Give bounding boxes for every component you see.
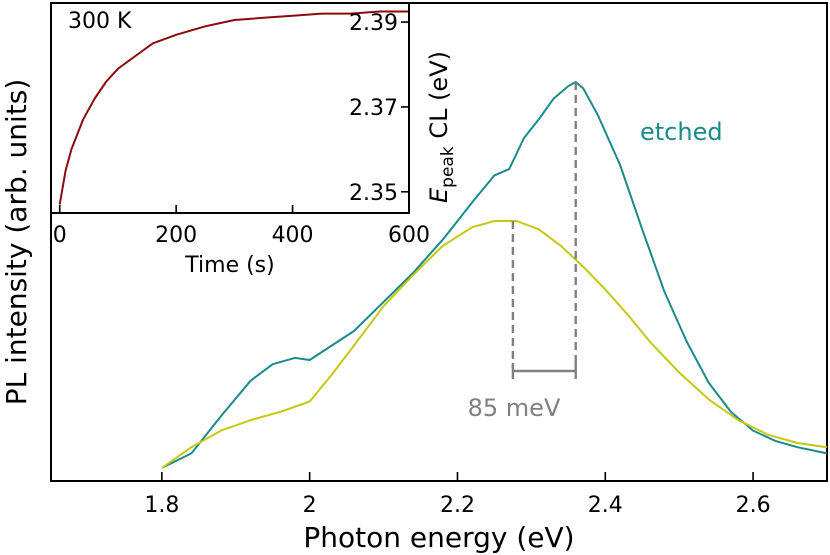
- inset-x-tick-label: 400: [272, 223, 314, 248]
- main-series-group: [161, 81, 828, 469]
- y-axis-title: PL intensity (arb. units): [0, 79, 33, 406]
- x-tick-label: 2: [303, 493, 317, 518]
- inset-series-group: [58, 10, 409, 205]
- inset-ticks: 0 200 400 600 2.35 2.37 2.39: [53, 11, 430, 248]
- main-plot-frame: [50, 2, 828, 482]
- inset-x-axis-title: Time (s): [184, 253, 274, 278]
- main-series-line-0: [161, 81, 828, 469]
- inset-y-axis-title-rest: CL (eV): [425, 51, 453, 146]
- inset-plot-frame: [50, 2, 410, 214]
- inset-x-tick-label: 600: [388, 223, 430, 248]
- inset-background: [51, 3, 409, 213]
- x-tick-label: 2.6: [736, 493, 771, 518]
- inset-x-tick-label: 0: [53, 223, 67, 248]
- x-tick-label: 1.8: [144, 493, 179, 518]
- main-x-ticks: 1.8 2 2.2 2.4 2.6: [144, 472, 771, 518]
- inset-y-tick-label: 2.37: [349, 96, 398, 121]
- series-label-etched: etched: [640, 118, 723, 146]
- inset-title: 300 K: [68, 9, 132, 34]
- inset-y-axis-title: Epeak CL (eV): [425, 51, 458, 203]
- x-tick-label: 2.4: [588, 493, 623, 518]
- x-tick-label: 2.2: [440, 493, 475, 518]
- main-series-line-1: [161, 220, 828, 469]
- inset-x-tick-label: 200: [155, 223, 197, 248]
- main-annotations: 85 meV etched: [468, 81, 723, 422]
- inset-y-tick-label: 2.35: [349, 181, 398, 206]
- inset-y-tick-label: 2.39: [349, 11, 398, 36]
- split-label: 85 meV: [468, 394, 561, 422]
- inset-y-axis-title-sub: peak: [438, 146, 458, 188]
- inset-y-axis-title-main: E: [425, 187, 453, 203]
- inset-series-line-0: [58, 10, 409, 205]
- x-axis-title: Photon energy (eV): [303, 521, 574, 554]
